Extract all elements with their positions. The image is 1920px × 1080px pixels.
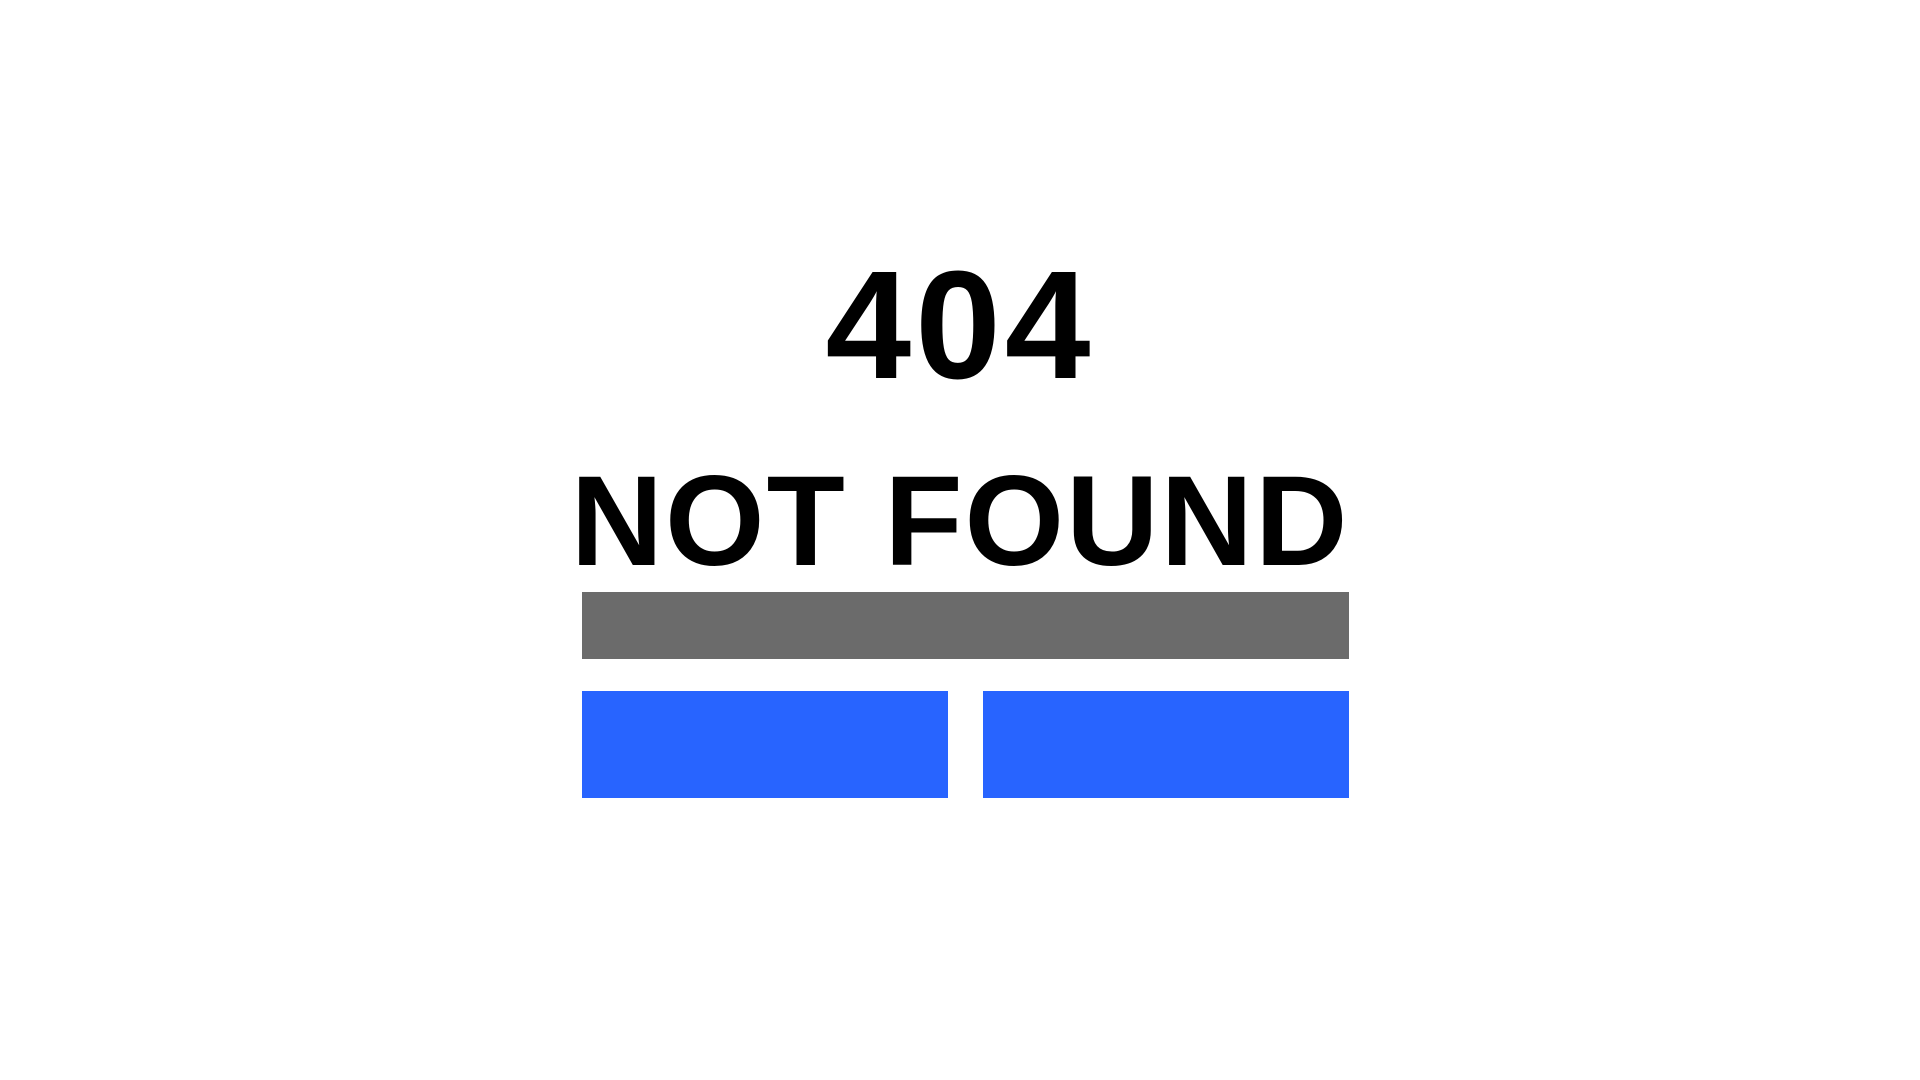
error-code: 404 [825, 239, 1095, 411]
primary-action-button[interactable] [582, 691, 948, 798]
secondary-action-button[interactable] [983, 691, 1349, 798]
message-bar [582, 592, 1349, 659]
error-title: NOT FOUND [570, 450, 1350, 593]
